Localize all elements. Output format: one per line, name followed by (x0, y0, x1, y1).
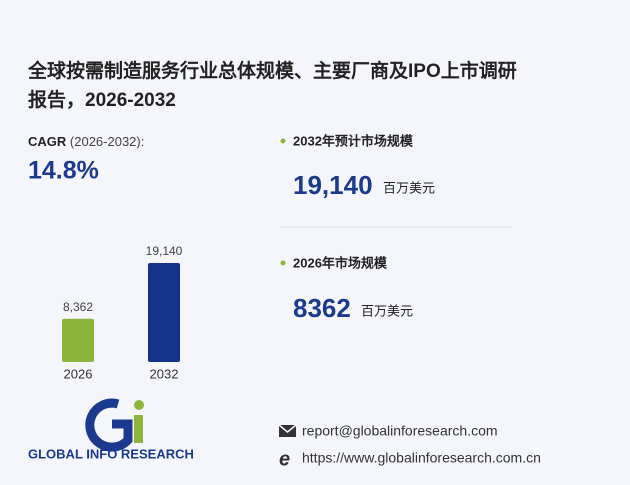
value-label: 8,362 (63, 300, 93, 314)
email-icon-flap (278, 424, 297, 433)
logo-dot (134, 400, 144, 410)
cagr-period: (2026-2032): (70, 134, 144, 149)
bullet (280, 260, 286, 266)
stat-unit: 百万美元 (361, 303, 413, 318)
stat-label: 2032年预计市场规模 (293, 133, 414, 148)
logo-i (134, 415, 143, 443)
bullet (280, 138, 286, 144)
logo-mark (85, 398, 144, 452)
stat-label: 2026年市场规模 (293, 255, 388, 270)
stat-value: 8362 (293, 293, 351, 323)
x-tick-label: 2026 (64, 366, 93, 381)
bar (148, 263, 180, 362)
x-tick-label: 2032 (150, 366, 179, 381)
website: https://www.globalinforesearch.com.cn (302, 450, 541, 466)
cagr-label: CAGR (28, 134, 67, 149)
web-icon: e (279, 448, 290, 470)
logo-text: GLOBAL INFO RESEARCH (28, 446, 194, 461)
value-label: 19,140 (146, 244, 183, 258)
bar (62, 318, 94, 362)
title-line: 报告，2026-2032 (28, 88, 176, 111)
title-line: 全球按需制造服务行业总体规模、主要厂商及IPO上市调研 (27, 59, 517, 82)
stat-unit: 百万美元 (383, 180, 435, 195)
cagr-text: CAGR (2026-2032): (28, 134, 144, 149)
stat-value: 19,140 (293, 170, 373, 200)
bar-chart: 8,362 2026 19,140 2032 (62, 244, 183, 381)
cagr-value: 14.8% (28, 157, 99, 185)
logo-g (85, 398, 133, 452)
email: report@globalinforesearch.com (302, 423, 498, 439)
